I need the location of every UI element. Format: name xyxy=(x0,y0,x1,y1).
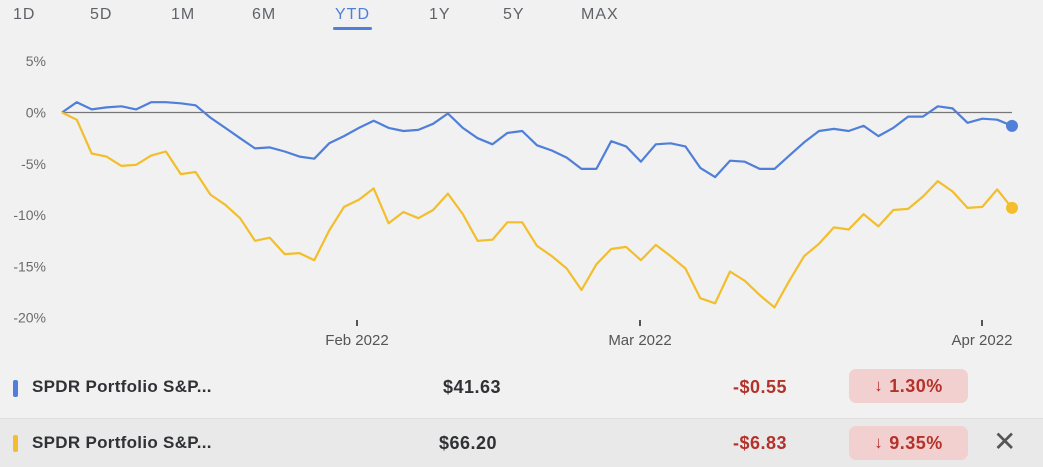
range-tabs: 1D 5D 1M 6M YTD 1Y 5Y MAX xyxy=(0,0,700,34)
arrow-down-icon: ↓ xyxy=(874,433,884,452)
series-layer xyxy=(61,101,1018,309)
tab-1y[interactable]: 1Y xyxy=(429,6,451,23)
tab-1d[interactable]: 1D xyxy=(13,6,36,23)
x-tick-label: Feb 2022 xyxy=(325,332,388,349)
tab-5y[interactable]: 5Y xyxy=(503,6,525,23)
x-tick-label: Apr 2022 xyxy=(952,332,1013,349)
legend-row-series-b[interactable]: SPDR Portfolio S&P... $66.20 -$6.83 ↓ 9.… xyxy=(0,418,1043,467)
series-b-name: SPDR Portfolio S&P... xyxy=(32,433,212,452)
x-axis: Feb 2022 Mar 2022 Apr 2022 xyxy=(325,320,1012,349)
tab-ytd[interactable]: YTD xyxy=(333,6,372,30)
series-a-line xyxy=(61,101,1013,179)
legend-row-series-a[interactable]: SPDR Portfolio S&P... $41.63 -$0.55 ↓ 1.… xyxy=(0,363,1043,413)
y-tick-label: -10% xyxy=(13,207,46,223)
series-a-percent: 1.30% xyxy=(889,375,943,396)
tab-max[interactable]: MAX xyxy=(581,6,619,23)
tab-5d[interactable]: 5D xyxy=(90,6,113,23)
series-a-end-point xyxy=(1006,119,1018,132)
series-b-line xyxy=(61,111,1013,309)
series-a-name: SPDR Portfolio S&P... xyxy=(32,377,212,396)
tab-1m[interactable]: 1M xyxy=(171,6,196,23)
y-tick-label: 0% xyxy=(26,105,46,121)
series-a-percent-badge: ↓ 1.30% xyxy=(849,369,968,403)
y-tick-label: -20% xyxy=(13,310,46,326)
y-axis: 5% 0% -5% -10% -15% -20% xyxy=(13,53,46,326)
series-b-price: $66.20 xyxy=(439,433,498,453)
close-icon[interactable]: ✕ xyxy=(993,426,1017,457)
series-a-swatch xyxy=(13,380,18,397)
y-tick-label: -15% xyxy=(13,258,46,274)
series-b-percent-badge: ↓ 9.35% xyxy=(849,426,968,460)
series-b-percent: 9.35% xyxy=(889,432,943,453)
series-a-price: $41.63 xyxy=(443,377,502,397)
x-tick-label: Mar 2022 xyxy=(608,332,671,349)
series-b-change: -$6.83 xyxy=(733,433,788,453)
y-tick-label: 5% xyxy=(26,53,46,69)
y-tick-label: -5% xyxy=(21,156,46,172)
tab-6m[interactable]: 6M xyxy=(252,6,277,23)
line-chart[interactable]: 5% 0% -5% -10% -15% -20% Feb 2022 Mar 2022 Apr … xyxy=(0,0,1043,360)
series-a-change: -$0.55 xyxy=(733,377,788,397)
series-b-swatch xyxy=(13,435,18,452)
arrow-down-icon: ↓ xyxy=(874,376,884,395)
series-b-end-point xyxy=(1006,201,1018,214)
